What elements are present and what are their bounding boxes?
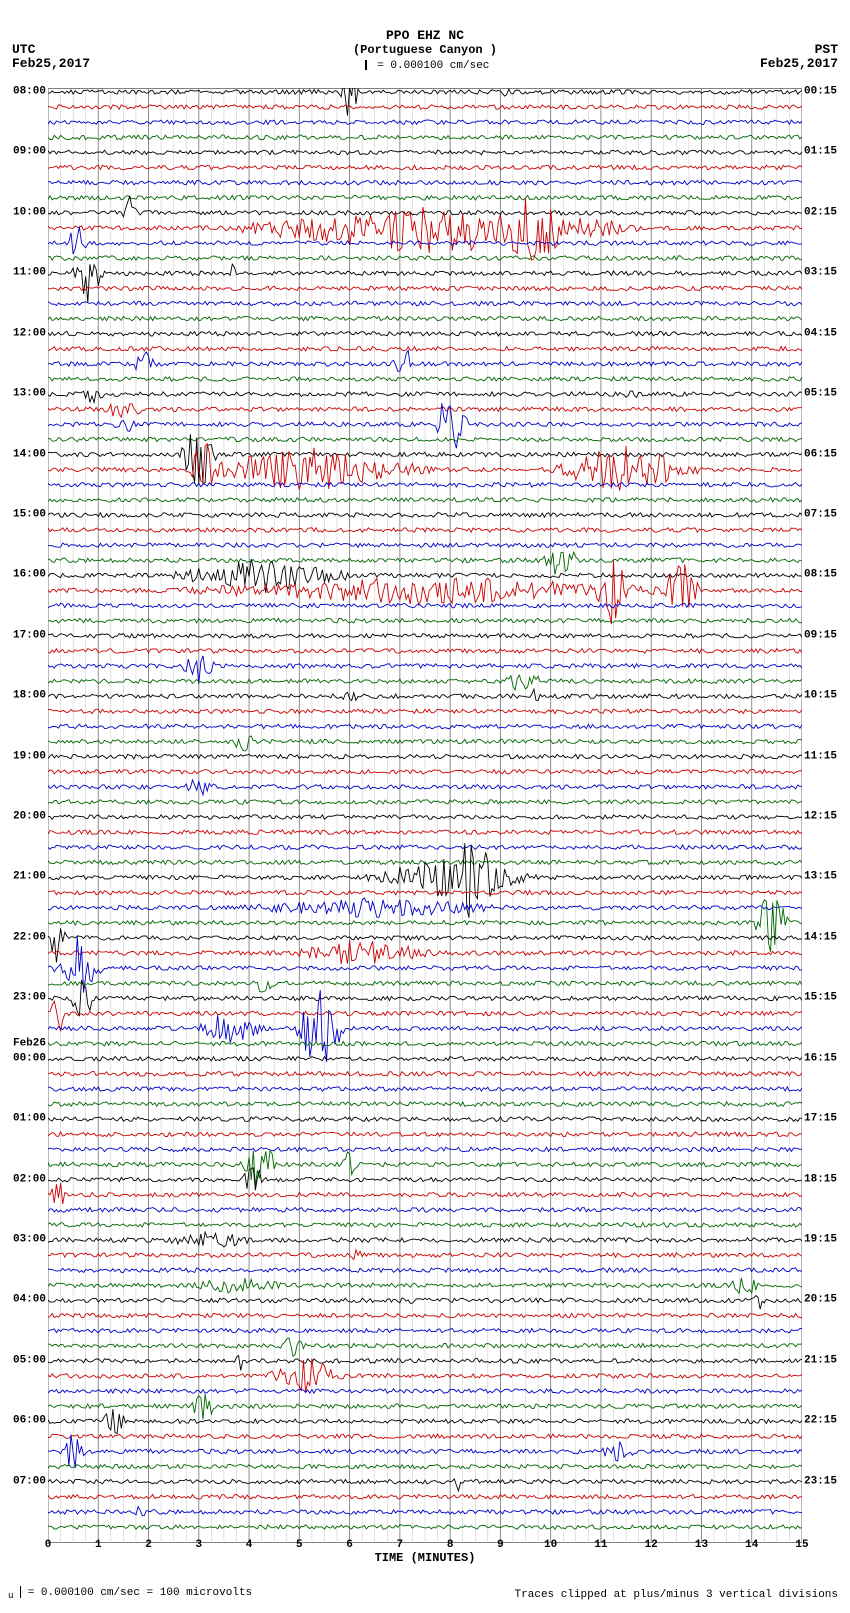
x-tick: 9	[497, 1539, 504, 1551]
x-tick: 2	[145, 1539, 152, 1551]
left-hour-label: 18:00	[0, 691, 46, 702]
x-tick: 4	[246, 1539, 253, 1551]
left-hour-label: 19:00	[0, 751, 46, 762]
x-tick: 1	[95, 1539, 102, 1551]
x-tick: 0	[45, 1539, 52, 1551]
x-tick: 13	[695, 1539, 708, 1551]
x-tick: 3	[195, 1539, 202, 1551]
left-hour-label: 10:00	[0, 207, 46, 218]
seismogram-plot	[48, 88, 802, 1543]
left-hour-label: 08:00	[0, 86, 46, 97]
x-tick: 5	[296, 1539, 303, 1551]
right-hour-label: 05:15	[804, 389, 850, 400]
x-tick: 8	[447, 1539, 454, 1551]
right-hour-label: 14:15	[804, 932, 850, 943]
footer-scale: u = 0.000100 cm/sec = 100 microvolts	[8, 1586, 252, 1601]
x-tick: 6	[346, 1539, 353, 1551]
timezone-left: UTC	[12, 42, 35, 57]
x-tick: 10	[544, 1539, 557, 1551]
left-hour-label: 04:00	[0, 1295, 46, 1306]
left-hour-label: 20:00	[0, 812, 46, 823]
right-hour-label: 06:15	[804, 449, 850, 460]
left-hour-label: 17:00	[0, 630, 46, 641]
left-hour-label: 14:00	[0, 449, 46, 460]
right-hour-label: 00:15	[804, 86, 850, 97]
left-hour-labels: 08:00 09:00 10:00 11:00 12:00 13:00 14:00 15:00…	[0, 88, 46, 1543]
left-hour-label: 12:00	[0, 328, 46, 339]
left-hour-label: 03:00	[0, 1234, 46, 1245]
header: PPO EHZ NC (Portuguese Canyon )	[0, 28, 850, 57]
seismogram-svg	[48, 88, 802, 1543]
left-hour-label: 21:00	[0, 872, 46, 883]
left-hour-label: 15:00	[0, 509, 46, 520]
right-hour-label: 09:15	[804, 630, 850, 641]
right-hour-label: 04:15	[804, 328, 850, 339]
left-hour-label: 23:00	[0, 993, 46, 1004]
x-tick: 11	[594, 1539, 607, 1551]
station-code: PPO EHZ NC	[0, 28, 850, 43]
x-tick: 15	[795, 1539, 808, 1551]
right-hour-label: 20:15	[804, 1295, 850, 1306]
scale-indicator: = 0.000100 cm/sec	[0, 60, 850, 72]
right-hour-label: 07:15	[804, 509, 850, 520]
left-hour-label: 07:00	[0, 1476, 46, 1487]
timezone-right: PST	[815, 42, 838, 57]
left-hour-label: 02:00	[0, 1174, 46, 1185]
right-hour-label: 17:15	[804, 1114, 850, 1125]
left-hour-label: 13:00	[0, 389, 46, 400]
left-hour-label: 00:00	[0, 1053, 46, 1064]
left-hour-label: 06:00	[0, 1416, 46, 1427]
right-hour-label: 16:15	[804, 1053, 850, 1064]
date-left: Feb25,2017	[12, 56, 90, 71]
station-location: (Portuguese Canyon )	[0, 43, 850, 57]
x-axis-label: TIME (MINUTES)	[0, 1551, 850, 1565]
x-tick: 12	[645, 1539, 658, 1551]
right-hour-label: 18:15	[804, 1174, 850, 1185]
footer-clip-note: Traces clipped at plus/minus 3 vertical …	[515, 1589, 838, 1601]
right-hour-label: 13:15	[804, 872, 850, 883]
left-hour-label: 01:00	[0, 1114, 46, 1125]
x-tick: 14	[745, 1539, 758, 1551]
right-hour-label: 19:15	[804, 1234, 850, 1245]
right-hour-label: 11:15	[804, 751, 850, 762]
right-hour-label: 10:15	[804, 691, 850, 702]
left-hour-label: 16:00	[0, 570, 46, 581]
right-hour-label: 03:15	[804, 268, 850, 279]
left-hour-label: 11:00	[0, 268, 46, 279]
right-hour-label: 22:15	[804, 1416, 850, 1427]
left-hour-label: 09:00	[0, 147, 46, 158]
right-hour-label: 08:15	[804, 570, 850, 581]
left-hour-label: 22:00	[0, 932, 46, 943]
right-hour-label: 21:15	[804, 1355, 850, 1366]
right-hour-labels: 00:15 01:15 02:15 03:15 04:15 05:15 06:15 07:15…	[804, 88, 850, 1543]
scale-text: = 0.000100 cm/sec	[377, 60, 489, 72]
right-hour-label: 15:15	[804, 993, 850, 1004]
left-hour-label: 05:00	[0, 1355, 46, 1366]
x-tick: 7	[397, 1539, 404, 1551]
right-hour-label: 01:15	[804, 147, 850, 158]
right-hour-label: 12:15	[804, 812, 850, 823]
left-hour-label: Feb26	[0, 1038, 46, 1049]
date-right: Feb25,2017	[760, 56, 838, 71]
right-hour-label: 23:15	[804, 1476, 850, 1487]
right-hour-label: 02:15	[804, 207, 850, 218]
